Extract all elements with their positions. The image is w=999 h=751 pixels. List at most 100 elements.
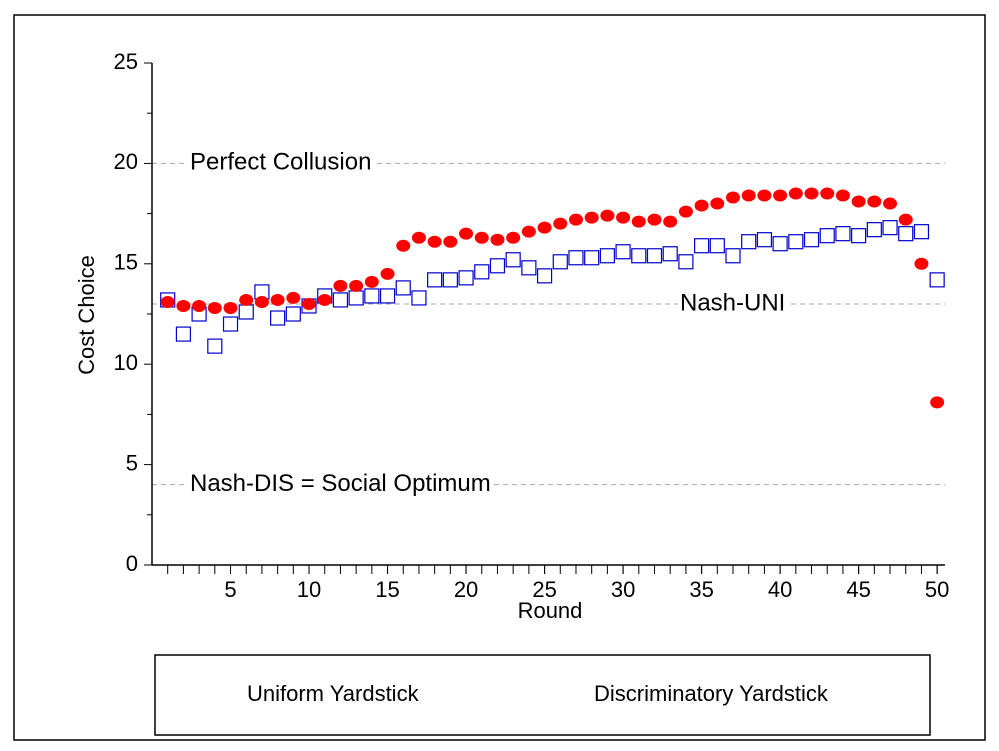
circle-marker xyxy=(568,213,583,226)
circle-marker xyxy=(616,211,631,224)
circle-marker xyxy=(553,217,568,230)
circle-marker xyxy=(176,299,191,312)
square-marker xyxy=(379,288,396,304)
square-marker xyxy=(913,224,930,240)
circle-marker xyxy=(647,213,662,226)
reference-label: Nash-DIS = Social Optimum xyxy=(190,470,491,497)
square-marker xyxy=(646,248,663,264)
x-tick-label: 5 xyxy=(224,577,236,602)
square-marker xyxy=(615,244,631,260)
x-tick-label: 25 xyxy=(532,577,556,602)
circle-marker xyxy=(396,239,411,252)
legend-label: Uniform Yardstick xyxy=(247,681,420,706)
circle-marker xyxy=(741,189,756,202)
square-marker xyxy=(568,250,584,266)
square-marker xyxy=(803,232,820,248)
square-marker xyxy=(285,306,301,322)
y-tick-label: 25 xyxy=(114,49,138,74)
square-marker xyxy=(458,270,474,286)
circle-marker xyxy=(600,209,615,222)
square-marker xyxy=(756,232,773,248)
x-axis-label: Round xyxy=(518,598,583,623)
x-tick-label: 45 xyxy=(846,577,870,602)
circle-marker xyxy=(820,187,835,200)
circle-marker xyxy=(773,189,788,202)
square-marker xyxy=(536,268,553,284)
circle-marker xyxy=(663,215,678,228)
circle-marker xyxy=(192,299,207,312)
reference-label: Perfect Collusion xyxy=(190,149,371,176)
square-marker xyxy=(395,280,411,296)
x-tick-label: 15 xyxy=(375,577,399,602)
circle-marker xyxy=(835,189,850,202)
circle-marker xyxy=(694,199,709,212)
square-marker xyxy=(788,234,804,250)
y-axis-label: Cost Choice xyxy=(74,255,99,375)
frame xyxy=(13,14,986,741)
circle-marker xyxy=(490,233,505,246)
circle-marker xyxy=(726,191,741,204)
square-marker xyxy=(835,226,851,242)
circle-marker xyxy=(867,195,882,208)
circle-marker xyxy=(333,279,348,292)
x-tick-label: 30 xyxy=(611,577,635,602)
square-marker xyxy=(929,272,945,288)
circle-marker xyxy=(521,225,536,238)
square-marker xyxy=(442,272,458,288)
square-marker xyxy=(725,248,741,264)
circle-marker xyxy=(757,189,772,202)
circle-marker xyxy=(160,295,175,308)
square-marker xyxy=(772,236,788,252)
circle-marker xyxy=(883,197,898,210)
circle-marker xyxy=(317,293,332,306)
circle-marker xyxy=(349,279,364,292)
circle-marker xyxy=(286,291,301,304)
y-tick-label: 5 xyxy=(126,450,138,475)
square-marker xyxy=(505,252,521,268)
y-tick-label: 15 xyxy=(114,250,138,275)
square-marker xyxy=(851,228,867,244)
circle-marker xyxy=(788,187,803,200)
circle-marker xyxy=(427,235,442,248)
circle-marker xyxy=(411,231,426,244)
square-marker xyxy=(474,264,490,280)
square-marker xyxy=(694,238,710,254)
circle-marker xyxy=(207,301,222,314)
y-tick-label: 10 xyxy=(114,350,138,375)
reference-label: Nash-UNI xyxy=(680,289,785,316)
square-marker xyxy=(222,316,239,332)
square-marker xyxy=(599,248,615,264)
reference-label-bg xyxy=(188,470,493,498)
square-marker xyxy=(898,226,914,242)
x-tick-label: 50 xyxy=(925,577,949,602)
square-marker xyxy=(631,248,647,264)
circle-marker xyxy=(239,293,254,306)
square-marker xyxy=(411,290,427,306)
square-marker xyxy=(741,234,757,250)
circle-marker xyxy=(930,396,945,409)
square-marker xyxy=(207,338,223,354)
square-marker xyxy=(662,246,678,262)
legend-box xyxy=(154,654,931,736)
reference-label-bg xyxy=(678,289,788,317)
square-marker xyxy=(521,260,537,276)
circle-marker xyxy=(506,231,521,244)
circle-marker xyxy=(537,221,552,234)
square-marker xyxy=(552,254,568,270)
x-tick-label: 10 xyxy=(297,577,321,602)
y-tick-label: 20 xyxy=(114,149,138,174)
square-marker xyxy=(348,290,364,306)
circle-marker xyxy=(270,293,285,306)
circle-marker xyxy=(678,205,693,218)
circle-marker xyxy=(443,235,458,248)
circle-marker xyxy=(380,267,395,280)
circle-marker xyxy=(459,227,474,240)
square-marker xyxy=(238,304,254,320)
square-marker xyxy=(489,258,506,274)
square-marker xyxy=(709,238,725,254)
square-marker xyxy=(819,228,835,244)
circle-marker xyxy=(804,187,819,200)
square-marker xyxy=(866,222,882,238)
square-marker xyxy=(678,254,694,270)
